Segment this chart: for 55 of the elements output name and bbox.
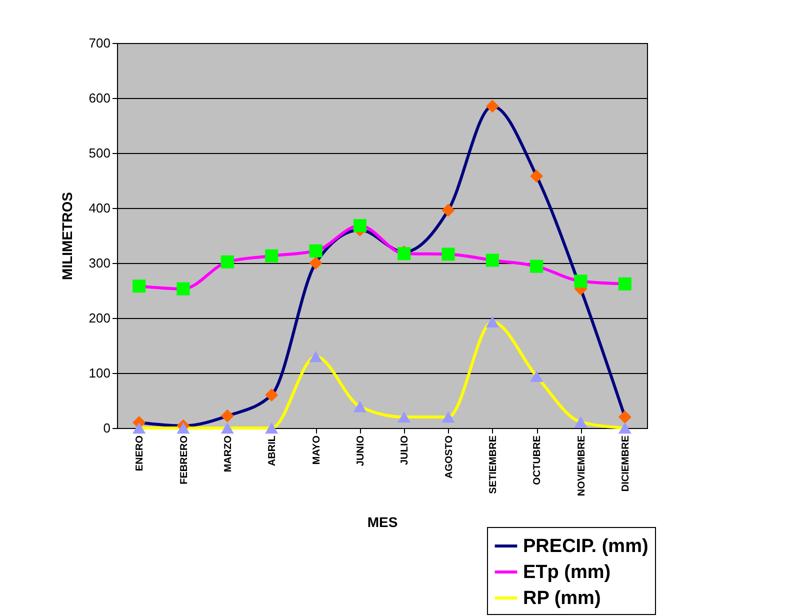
y-tick-label: 200 — [88, 310, 110, 326]
x-tick-label: ENERO — [134, 435, 146, 472]
point — [265, 249, 278, 262]
x-tick-label: SETIEMBRE — [488, 435, 499, 494]
y-tick-label: 100 — [88, 366, 110, 380]
point — [265, 422, 278, 434]
point — [265, 388, 278, 402]
point — [618, 277, 632, 290]
point — [398, 411, 411, 423]
point — [309, 244, 322, 258]
y-axis-title: MILIMETROS — [58, 192, 75, 280]
point — [132, 422, 146, 434]
x-tick-label: FEBRERO — [178, 435, 190, 484]
point — [132, 280, 146, 293]
point — [353, 400, 366, 412]
point — [486, 316, 499, 328]
x-tick-label: JUNIO — [355, 435, 366, 466]
point — [220, 255, 234, 268]
point — [530, 370, 544, 382]
legend-label: ETp (mm) — [523, 562, 611, 583]
y-tick-label: 300 — [88, 256, 110, 270]
x-tick-label: DICIEMBRE — [620, 435, 632, 492]
x-tick-label: MARZO — [222, 435, 234, 472]
point — [486, 100, 499, 113]
x-tick-label: OCTUBRE — [532, 435, 544, 485]
point — [530, 260, 544, 273]
point — [353, 219, 366, 232]
point — [486, 254, 499, 267]
point — [442, 248, 455, 261]
point — [309, 350, 322, 362]
x-tick-label: JULIO — [400, 435, 411, 465]
point — [574, 416, 588, 428]
y-tick-label: 0 — [103, 420, 110, 436]
x-tick-label: MAYO — [311, 435, 322, 465]
point — [442, 204, 455, 217]
point — [309, 256, 322, 270]
legend-label: PRECIP. (mm) — [523, 536, 648, 557]
point — [618, 410, 632, 424]
point — [574, 274, 588, 288]
point — [176, 282, 190, 296]
point — [618, 422, 632, 434]
point — [530, 170, 544, 183]
y-tick-label: 400 — [88, 200, 110, 216]
x-tick-label: NOVIEMBRE — [576, 435, 588, 496]
point — [442, 411, 455, 423]
point — [220, 422, 234, 434]
y-tick-label: 600 — [88, 90, 110, 106]
legend-label: RP (mm) — [523, 588, 601, 609]
point — [176, 422, 190, 434]
x-tick-label: AGOSTO — [444, 435, 455, 479]
x-axis-title: MES — [367, 514, 398, 530]
y-tick-label: 500 — [88, 146, 110, 160]
point — [220, 409, 234, 422]
y-tick-label: 700 — [88, 36, 110, 50]
x-tick-label: ABRIL — [267, 436, 278, 466]
